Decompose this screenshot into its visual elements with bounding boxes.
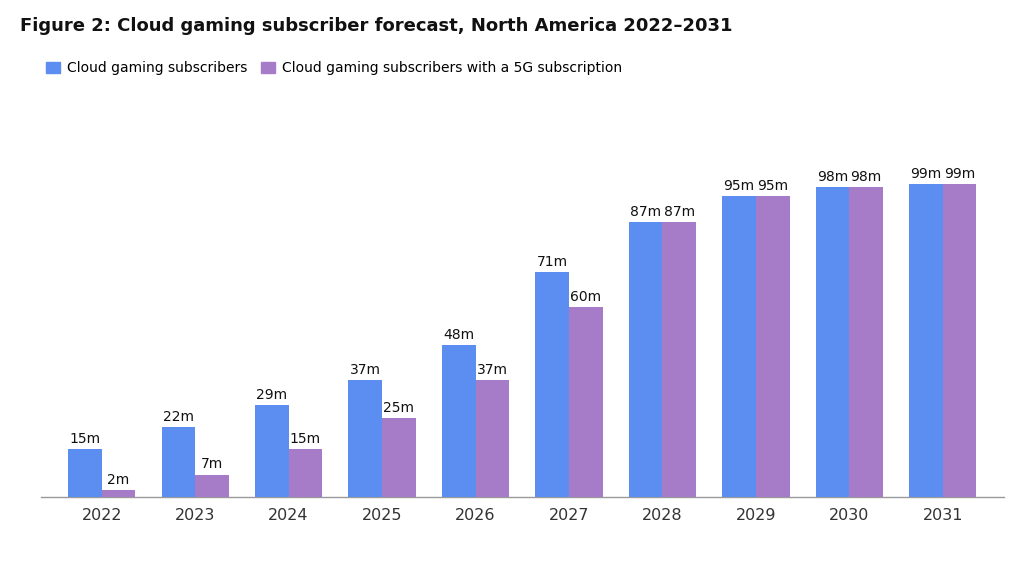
Legend: Cloud gaming subscribers, Cloud gaming subscribers with a 5G subscription: Cloud gaming subscribers, Cloud gaming s… xyxy=(46,61,622,75)
Text: 29m: 29m xyxy=(256,388,288,402)
Text: 98m: 98m xyxy=(817,170,848,184)
Text: 2m: 2m xyxy=(108,473,130,487)
Text: 95m: 95m xyxy=(757,179,788,194)
Text: 87m: 87m xyxy=(664,204,695,219)
Text: 87m: 87m xyxy=(630,204,662,219)
Bar xyxy=(849,187,883,497)
Text: 7m: 7m xyxy=(201,457,223,472)
Text: 71m: 71m xyxy=(537,255,567,269)
Bar xyxy=(289,449,323,497)
Bar xyxy=(162,427,196,497)
Text: 37m: 37m xyxy=(350,363,381,377)
Bar xyxy=(68,449,101,497)
Text: 25m: 25m xyxy=(383,401,415,415)
Text: 99m: 99m xyxy=(944,167,975,180)
Text: 99m: 99m xyxy=(910,167,942,180)
Bar xyxy=(909,184,943,497)
Text: 48m: 48m xyxy=(443,328,474,342)
Text: 22m: 22m xyxy=(163,410,194,424)
Text: 15m: 15m xyxy=(290,432,321,446)
Bar xyxy=(756,196,790,497)
Bar xyxy=(196,475,228,497)
Bar xyxy=(663,222,696,497)
Bar xyxy=(442,345,475,497)
Text: 98m: 98m xyxy=(851,170,882,184)
Bar xyxy=(629,222,663,497)
Text: 60m: 60m xyxy=(570,290,601,304)
Bar xyxy=(722,196,756,497)
Bar xyxy=(348,380,382,497)
Text: 15m: 15m xyxy=(70,432,100,446)
Bar xyxy=(536,272,569,497)
Bar xyxy=(101,490,135,497)
Bar xyxy=(569,307,602,497)
Bar xyxy=(816,187,849,497)
Bar xyxy=(382,418,416,497)
Text: 37m: 37m xyxy=(477,363,508,377)
Bar xyxy=(475,380,509,497)
Text: 95m: 95m xyxy=(724,179,755,194)
Text: Figure 2: Cloud gaming subscriber forecast, North America 2022–2031: Figure 2: Cloud gaming subscriber foreca… xyxy=(20,17,733,35)
Bar xyxy=(943,184,977,497)
Bar xyxy=(255,405,289,497)
